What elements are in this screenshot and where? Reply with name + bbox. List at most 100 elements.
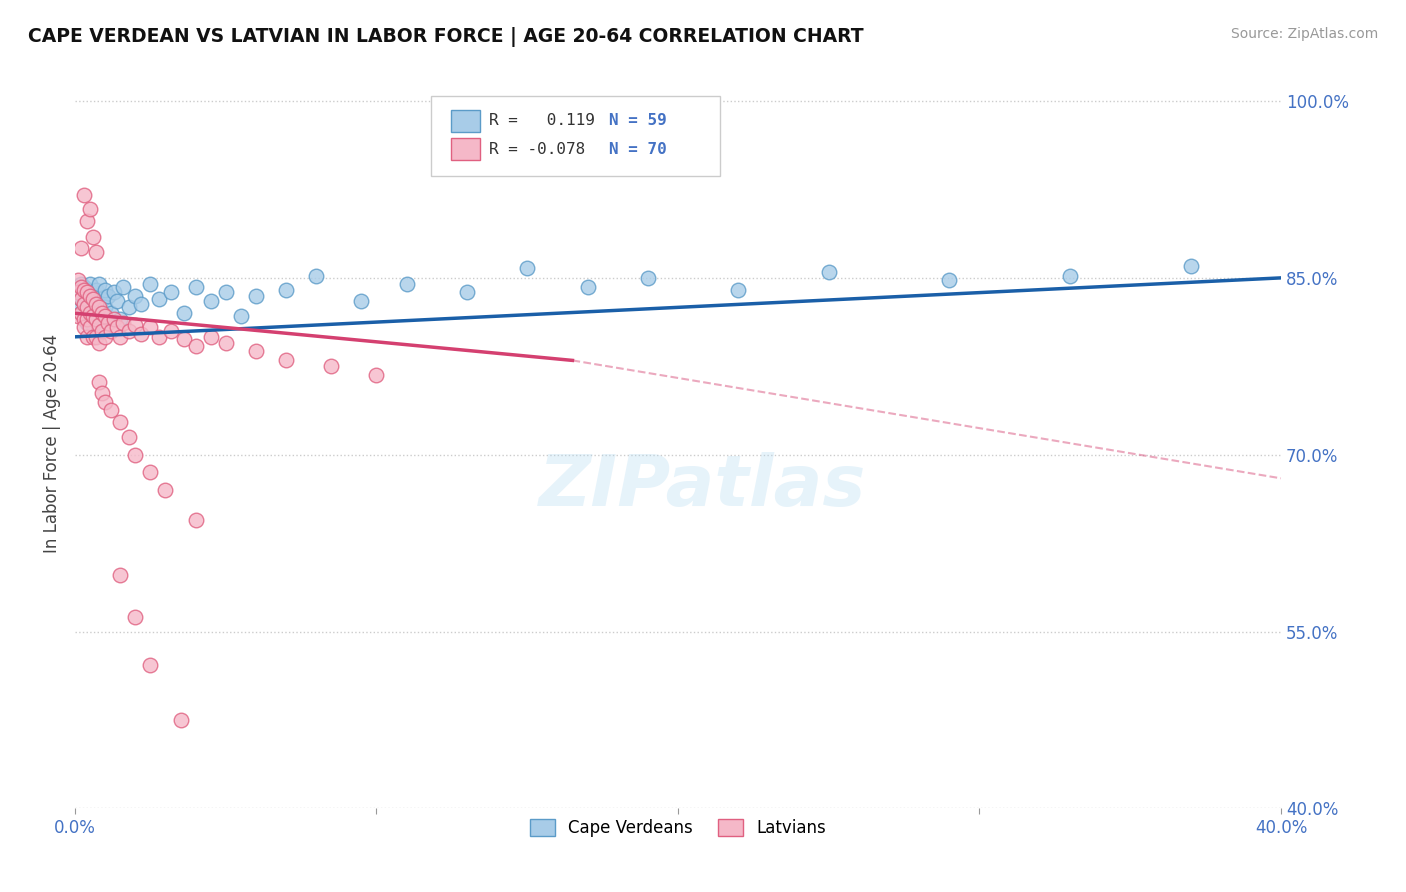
FancyBboxPatch shape — [451, 110, 481, 131]
Point — [70, 292, 93, 306]
Point — [76, 301, 98, 315]
Point — [76, 301, 98, 315]
Point — [103, 285, 125, 299]
Point — [516, 261, 538, 276]
Point — [160, 324, 183, 338]
Point — [112, 316, 135, 330]
Point — [82, 318, 104, 332]
Point — [200, 294, 222, 309]
Point — [184, 280, 207, 294]
Point — [245, 288, 267, 302]
Point — [84, 312, 107, 326]
Point — [100, 324, 122, 338]
Text: R =   0.119: R = 0.119 — [489, 113, 595, 128]
Point — [100, 403, 122, 417]
Point — [70, 292, 93, 306]
Point — [84, 294, 107, 309]
Point — [110, 415, 132, 429]
Point — [215, 335, 238, 350]
Point — [229, 309, 252, 323]
Point — [70, 280, 93, 294]
Point — [139, 320, 162, 334]
Point — [118, 430, 141, 444]
Point — [73, 280, 96, 294]
Point — [139, 277, 162, 291]
Y-axis label: In Labor Force | Age 20-64: In Labor Force | Age 20-64 — [44, 334, 60, 552]
Point — [274, 283, 297, 297]
Point — [350, 294, 373, 309]
Point — [184, 339, 207, 353]
Point — [89, 277, 111, 291]
Point — [73, 294, 96, 309]
Point — [73, 312, 96, 326]
Point — [148, 292, 170, 306]
Point — [76, 283, 98, 297]
Point — [94, 309, 117, 323]
Point — [89, 301, 111, 315]
Point — [100, 306, 122, 320]
Point — [76, 214, 98, 228]
Point — [637, 271, 659, 285]
Point — [73, 320, 96, 334]
Point — [274, 353, 297, 368]
Text: N = 59: N = 59 — [609, 113, 666, 128]
Point — [110, 568, 132, 582]
Point — [131, 327, 153, 342]
Point — [73, 283, 96, 297]
Text: Source: ZipAtlas.com: Source: ZipAtlas.com — [1230, 27, 1378, 41]
Point — [79, 288, 101, 302]
Point — [70, 277, 93, 291]
Point — [173, 306, 195, 320]
Point — [84, 283, 107, 297]
Point — [366, 368, 388, 382]
Point — [79, 297, 101, 311]
Point — [91, 292, 114, 306]
Point — [79, 306, 101, 320]
Point — [89, 301, 111, 315]
Point — [97, 316, 120, 330]
Point — [110, 312, 132, 326]
Point — [94, 394, 117, 409]
Point — [84, 309, 107, 323]
Point — [79, 277, 101, 291]
Point — [76, 288, 98, 302]
Point — [73, 297, 96, 311]
Point — [305, 268, 328, 283]
Text: CAPE VERDEAN VS LATVIAN IN LABOR FORCE | AGE 20-64 CORRELATION CHART: CAPE VERDEAN VS LATVIAN IN LABOR FORCE |… — [28, 27, 863, 46]
Point — [817, 265, 839, 279]
Point — [456, 285, 478, 299]
Point — [110, 330, 132, 344]
Text: N = 70: N = 70 — [609, 142, 666, 157]
Point — [82, 288, 104, 302]
Point — [89, 318, 111, 332]
Point — [184, 512, 207, 526]
Text: ZIPatlas: ZIPatlas — [538, 452, 866, 521]
Point — [139, 657, 162, 672]
Point — [89, 335, 111, 350]
Legend: Cape Verdeans, Latvians: Cape Verdeans, Latvians — [523, 813, 832, 844]
Point — [82, 330, 104, 344]
Point — [105, 320, 128, 334]
Point — [66, 273, 89, 287]
Point — [173, 332, 195, 346]
Point — [938, 273, 960, 287]
Point — [245, 343, 267, 358]
Text: R = -0.078: R = -0.078 — [489, 142, 585, 157]
Point — [79, 320, 101, 334]
Point — [89, 375, 111, 389]
Point — [112, 280, 135, 294]
Point — [70, 306, 93, 320]
Point — [124, 610, 146, 624]
Point — [169, 713, 191, 727]
Point — [70, 306, 93, 320]
Point — [97, 288, 120, 302]
Point — [70, 241, 93, 255]
Point — [76, 330, 98, 344]
Point — [66, 285, 89, 299]
Point — [1059, 268, 1081, 283]
Point — [215, 285, 238, 299]
Point — [131, 297, 153, 311]
Point — [82, 309, 104, 323]
Point — [94, 301, 117, 315]
Point — [160, 285, 183, 299]
